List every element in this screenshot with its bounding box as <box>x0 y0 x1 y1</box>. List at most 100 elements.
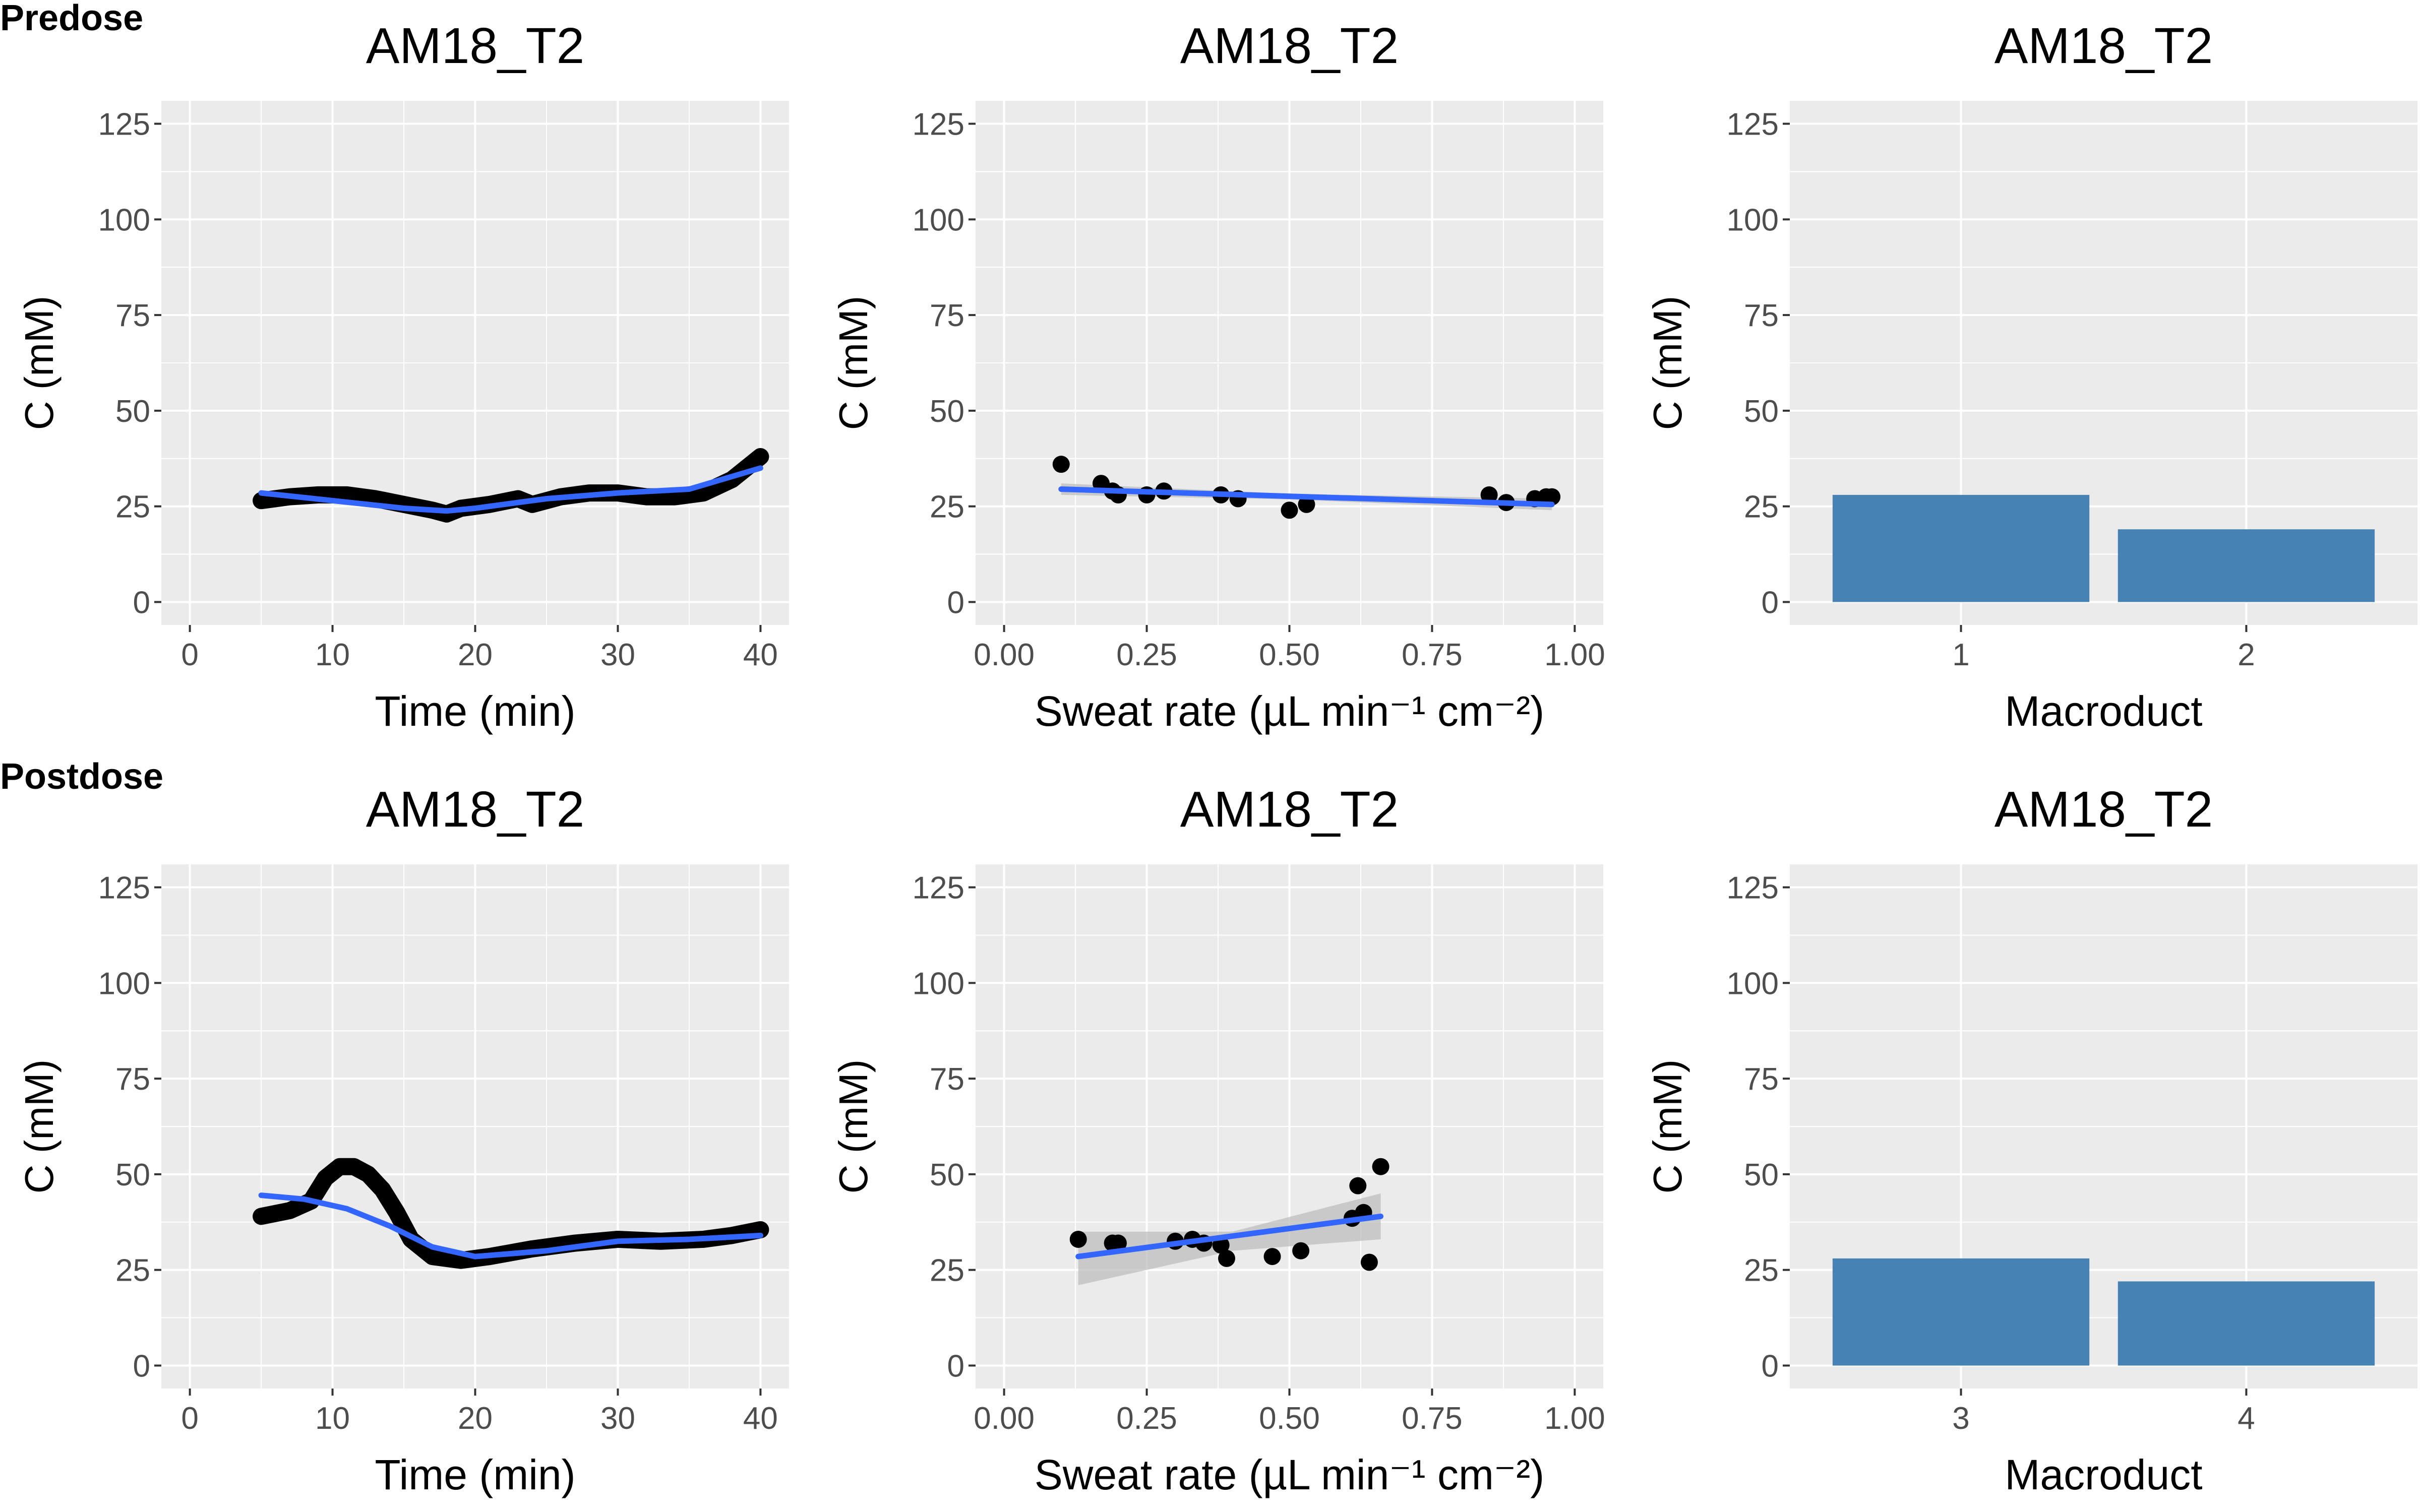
y-tick-label: 125 <box>1727 871 1779 906</box>
x-tick-label: 1.00 <box>1544 1401 1605 1436</box>
chart-panel-2: 0 25 50 75 100 125 0.00 0.25 0.50 0.75 1.00 AM18_T2… <box>831 18 1605 735</box>
y-tick-label: 100 <box>913 203 964 237</box>
row-label-predose: Predose <box>0 0 144 38</box>
major-grid <box>161 101 789 625</box>
y-axis-label: C (mM) <box>17 296 62 430</box>
x-tick-label: 0.50 <box>1259 1401 1320 1436</box>
x-tick-label: 20 <box>458 638 493 672</box>
y-tick-label: 125 <box>913 107 964 142</box>
scatter-point <box>1480 486 1498 503</box>
x-tick-label: 0.50 <box>1259 638 1320 672</box>
scatter-point <box>1349 1177 1367 1194</box>
y-axis-label: C (mM) <box>17 1059 62 1194</box>
y-tick-label: 100 <box>913 966 964 1001</box>
chart-panel-1: 0 25 50 75 100 125 0 10 20 30 40 AM18_T2 C (mM) Time … <box>17 18 789 735</box>
x-axis-label: Sweat rate (µL min⁻¹ cm⁻²) <box>1035 687 1544 735</box>
x-tick-label: 4 <box>2237 1401 2255 1436</box>
bar-macroduct-2 <box>2118 529 2375 602</box>
x-tick-label: 1.00 <box>1544 638 1605 672</box>
y-tick-label: 75 <box>115 298 150 333</box>
x-tick-label: 40 <box>743 638 778 672</box>
scatter-point <box>1281 501 1298 519</box>
x-tick-label: 0.75 <box>1402 1401 1463 1436</box>
y-axis-label: C (mM) <box>831 296 876 430</box>
y-tick-label: 75 <box>930 1062 964 1097</box>
x-tick-label: 0.25 <box>1116 1401 1177 1436</box>
fit-line <box>1075 1213 1384 1259</box>
y-tick-label: 0 <box>133 585 150 620</box>
scatter-point <box>1292 1242 1310 1259</box>
chart-panel-6: 0 25 50 75 100 125 3 4 AM18_T2 C (mM) Macroduct <box>1645 781 2417 1498</box>
y-tick-label: 100 <box>1727 203 1779 237</box>
x-tick-label: 0.00 <box>974 638 1035 672</box>
scatter-point <box>1069 1230 1087 1248</box>
y-tick-label: 50 <box>115 394 150 429</box>
scatter-point <box>1372 1158 1389 1175</box>
chart-panel-4: 0 25 50 75 100 125 0 10 20 30 40 AM18_T2 C (mM) Time … <box>17 781 789 1498</box>
chart-title: AM18_T2 <box>366 781 585 838</box>
y-tick-label: 75 <box>1744 298 1779 333</box>
x-tick-label: 0 <box>181 1401 198 1436</box>
y-tick-label: 125 <box>913 871 964 906</box>
series-smooth-line <box>258 465 763 514</box>
y-tick-label: 25 <box>115 490 150 525</box>
y-axis-label: C (mM) <box>1645 296 1690 430</box>
y-tick-label: 50 <box>115 1158 150 1192</box>
y-tick-label: 50 <box>930 1158 964 1192</box>
bar-macroduct-4 <box>2118 1281 2375 1366</box>
scatter-point <box>1263 1248 1281 1266</box>
y-tick-label: 25 <box>930 490 964 525</box>
x-axis-label: Time (min) <box>375 1451 575 1498</box>
x-axis-label: Sweat rate (µL min⁻¹ cm⁻²) <box>1035 1451 1544 1498</box>
y-tick-label: 25 <box>1744 1253 1779 1288</box>
y-tick-label: 75 <box>1744 1062 1779 1097</box>
chart-title: AM18_T2 <box>1180 781 1399 838</box>
scatter-point <box>1360 1253 1378 1271</box>
y-tick-label: 125 <box>1727 107 1779 142</box>
chart-panel-5: 0 25 50 75 100 125 0.00 0.25 0.50 0.75 1.00 AM18_T2… <box>831 781 1605 1498</box>
y-tick-label: 50 <box>1744 394 1779 429</box>
scatter-point <box>1543 488 1561 506</box>
x-tick-label: 20 <box>458 1401 493 1436</box>
y-tick-label: 100 <box>1727 966 1779 1001</box>
y-tick-label: 100 <box>98 966 150 1001</box>
x-tick-label: 0 <box>181 638 198 672</box>
x-tick-label: 30 <box>600 1401 635 1436</box>
x-axis-label: Macroduct <box>2005 1451 2202 1498</box>
bar-macroduct-3 <box>1832 1258 2090 1366</box>
chart-panel-3: 0 25 50 75 100 125 1 2 AM18_T2 C (mM) Macroduct <box>1645 18 2417 735</box>
x-tick-label: 0.25 <box>1116 638 1177 672</box>
y-tick-label: 25 <box>930 1253 964 1288</box>
major-grid <box>1790 864 2417 1389</box>
y-tick-label: 0 <box>1762 1349 1779 1383</box>
x-tick-label: 10 <box>315 638 350 672</box>
y-tick-label: 100 <box>98 203 150 237</box>
bar-macroduct-1 <box>1832 494 2090 602</box>
x-tick-label: 0.75 <box>1402 638 1463 672</box>
y-tick-label: 0 <box>947 1349 964 1383</box>
y-tick-label: 50 <box>1744 1158 1779 1192</box>
chart-title: AM18_T2 <box>1180 18 1399 74</box>
x-tick-label: 1 <box>1952 638 1969 672</box>
x-axis-label: Macroduct <box>2005 687 2202 735</box>
y-axis-label: C (mM) <box>1645 1059 1690 1194</box>
x-tick-label: 2 <box>2237 638 2255 672</box>
x-tick-label: 40 <box>743 1401 778 1436</box>
y-tick-label: 0 <box>947 585 964 620</box>
scatter-point <box>1109 1234 1127 1252</box>
major-grid <box>976 864 1603 1389</box>
fit-line <box>1058 486 1555 508</box>
major-grid <box>161 864 789 1389</box>
x-tick-label: 3 <box>1952 1401 1969 1436</box>
series-data-line <box>253 448 769 523</box>
x-axis-label: Time (min) <box>375 687 575 735</box>
major-grid <box>976 101 1603 625</box>
y-tick-label: 25 <box>115 1253 150 1288</box>
y-tick-label: 75 <box>115 1062 150 1097</box>
y-tick-label: 0 <box>1762 585 1779 620</box>
y-tick-label: 125 <box>98 871 150 906</box>
scatter-point <box>1218 1249 1235 1267</box>
y-tick-label: 0 <box>133 1349 150 1383</box>
scatter-point <box>1052 456 1070 473</box>
